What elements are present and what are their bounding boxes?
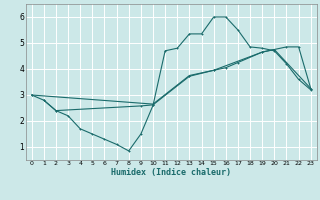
X-axis label: Humidex (Indice chaleur): Humidex (Indice chaleur) bbox=[111, 168, 231, 177]
